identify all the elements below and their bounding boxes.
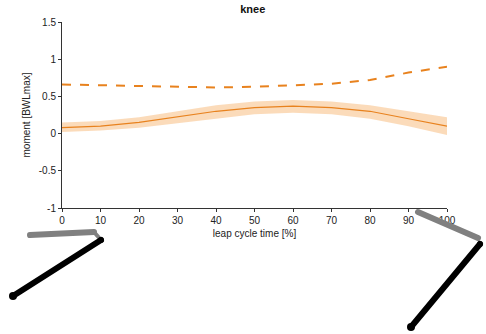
svg-text:80: 80 <box>364 215 376 226</box>
svg-text:0: 0 <box>59 215 65 226</box>
svg-text:60: 60 <box>287 215 299 226</box>
svg-text:40: 40 <box>210 215 222 226</box>
svg-text:0.5: 0.5 <box>42 91 56 102</box>
svg-text:moment [BWLmax]: moment [BWLmax] <box>21 72 32 157</box>
svg-text:1.5: 1.5 <box>42 17 56 28</box>
svg-text:50: 50 <box>249 215 261 226</box>
svg-text:knee: knee <box>240 3 265 15</box>
svg-text:-1: -1 <box>47 203 56 214</box>
svg-text:100: 100 <box>439 215 456 226</box>
svg-text:20: 20 <box>133 215 145 226</box>
svg-text:10: 10 <box>95 215 107 226</box>
svg-text:1: 1 <box>50 54 56 65</box>
svg-text:leap cycle time [%]: leap cycle time [%] <box>213 228 297 239</box>
svg-text:30: 30 <box>172 215 184 226</box>
svg-text:90: 90 <box>403 215 415 226</box>
svg-text:70: 70 <box>326 215 338 226</box>
svg-text:0: 0 <box>50 128 56 139</box>
svg-text:-0.5: -0.5 <box>39 165 57 176</box>
